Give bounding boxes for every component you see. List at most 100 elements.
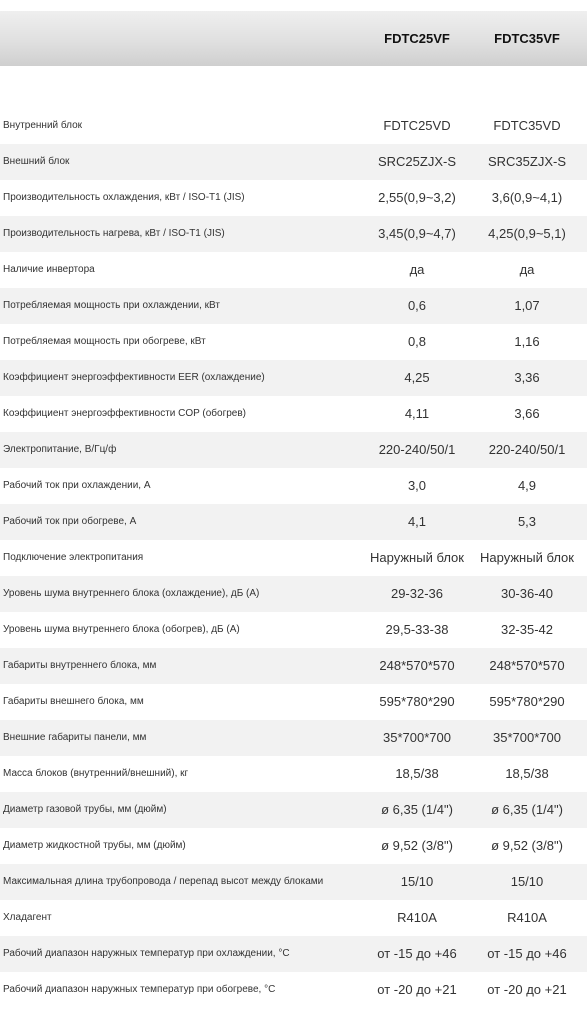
spec-row: Рабочий ток при охлаждении, А 3,0 4,9	[0, 468, 587, 504]
spec-label: Рабочий диапазон наружных температур при…	[3, 984, 276, 995]
spec-row: Диаметр газовой трубы, мм (дюйм) ø 6,35 (…	[0, 792, 587, 828]
spec-label: Коэффициент энергоэффективности EER (охл…	[3, 372, 265, 383]
spec-value-model-1: 2,55(0,9~3,2)	[378, 190, 456, 205]
spec-value-model-1: ø 9,52 (3/8")	[381, 838, 453, 853]
spec-row: Наличие инвертора да да	[0, 252, 587, 288]
spec-value-model-2: ø 6,35 (1/4")	[491, 802, 563, 817]
spec-row: Производительность охлаждения, кВт / ISO…	[0, 180, 587, 216]
spec-value-model-2: ø 9,52 (3/8")	[491, 838, 563, 853]
spec-label: Диаметр газовой трубы, мм (дюйм)	[3, 804, 167, 815]
spec-value-model-1: Наружный блок	[370, 550, 464, 565]
spec-value-model-1: от -15 до +46	[377, 946, 457, 961]
spec-value-model-2: 4,9	[517, 478, 537, 493]
spec-value-model-2: 5,3	[517, 514, 537, 529]
spec-label: Уровень шума внутреннего блока (обогрев)…	[3, 624, 240, 635]
spec-table: Внутренний блок FDTC25VD FDTC35VD Внешний б…	[0, 108, 587, 1008]
spec-value-model-2: 4,25(0,9~5,1)	[488, 226, 566, 241]
spec-label: Хладагент	[3, 912, 52, 923]
spec-table-header: FDTC25VF FDTC35VF	[0, 11, 587, 66]
spec-label: Габариты внутреннего блока, мм	[3, 660, 157, 671]
spec-value-model-2: от -15 до +46	[487, 946, 567, 961]
spec-value-model-1: 4,1	[407, 514, 427, 529]
spec-row: Диаметр жидкостной трубы, мм (дюйм) ø 9,5…	[0, 828, 587, 864]
spec-value-model-2: 248*570*570	[489, 658, 565, 673]
spec-value-model-2: 595*780*290	[489, 694, 565, 709]
spec-value-model-2: да	[519, 262, 535, 277]
spec-value-model-2: SRC35ZJX-S	[487, 154, 567, 169]
spec-label: Коэффициент энергоэффективности COP (обо…	[3, 408, 246, 419]
spec-label: Рабочий диапазон наружных температур при…	[3, 948, 290, 959]
spec-label: Наличие инвертора	[3, 264, 95, 275]
spec-label: Габариты внешнего блока, мм	[3, 696, 144, 707]
spec-value-model-2: 30-36-40	[500, 586, 554, 601]
spec-label: Подключение электропитания	[3, 552, 144, 563]
spec-value-model-2: 1,07	[514, 298, 540, 313]
spec-row: Рабочий диапазон наружных температур при…	[0, 972, 587, 1008]
spec-label: Производительность охлаждения, кВт / ISO…	[3, 192, 245, 203]
spec-value-model-1: 0,6	[407, 298, 427, 313]
spec-label: Производительность нагрева, кВт / ISO-T1…	[3, 228, 225, 239]
spec-value-model-1: да	[409, 262, 425, 277]
spec-value-model-1: R410A	[397, 910, 437, 925]
spec-label: Внутренний блок	[3, 120, 83, 131]
spec-value-model-1: 3,0	[407, 478, 427, 493]
spec-row: Коэффициент энергоэффективности COP (обо…	[0, 396, 587, 432]
spec-label: Рабочий ток при охлаждении, А	[3, 480, 151, 491]
spec-label: Уровень шума внутреннего блока (охлажден…	[3, 588, 260, 599]
spec-row: Производительность нагрева, кВт / ISO-T1…	[0, 216, 587, 252]
spec-row: Внешний блок SRC25ZJX-S SRC35ZJX-S	[0, 144, 587, 180]
spec-value-model-1: 3,45(0,9~4,7)	[378, 226, 456, 241]
spec-row: Коэффициент энергоэффективности EER (охл…	[0, 360, 587, 396]
spec-row: Габариты внутреннего блока, мм 248*570*57…	[0, 648, 587, 684]
spec-value-model-1: 15/10	[400, 874, 434, 889]
spec-row: Электропитание, В/Гц/ф 220-240/50/1 220-24…	[0, 432, 587, 468]
spec-value-model-1: 35*700*700	[383, 730, 451, 745]
spec-label: Рабочий ток при обогреве, А	[3, 516, 137, 527]
spec-value-model-1: 595*780*290	[379, 694, 455, 709]
spec-value-model-2: 32-35-42	[500, 622, 554, 637]
spec-row: Уровень шума внутреннего блока (обогрев)…	[0, 612, 587, 648]
spec-row: Рабочий ток при обогреве, А 4,1 5,3	[0, 504, 587, 540]
spec-row: Потребляемая мощность при обогреве, кВт 0…	[0, 324, 587, 360]
spec-label: Внешний блок	[3, 156, 70, 167]
spec-value-model-2: 18,5/38	[505, 766, 549, 781]
spec-value-model-1: FDTC25VD	[383, 118, 451, 133]
spec-label: Максимальная длина трубопровода / перепа…	[3, 876, 324, 887]
spec-row: Габариты внешнего блока, мм 595*780*290 59…	[0, 684, 587, 720]
spec-row: Рабочий диапазон наружных температур при…	[0, 936, 587, 972]
model-header-2: FDTC35VF	[494, 31, 560, 46]
spec-row: Потребляемая мощность при охлаждении, кВ…	[0, 288, 587, 324]
spec-value-model-2: 1,16	[514, 334, 540, 349]
spec-label: Внешние габариты панели, мм	[3, 732, 147, 743]
spec-value-model-2: 3,6(0,9~4,1)	[491, 190, 563, 205]
spec-value-model-2: 220-240/50/1	[488, 442, 566, 457]
spec-label: Электропитание, В/Гц/ф	[3, 444, 117, 455]
spec-label: Масса блоков (внутренний/внешний), кг	[3, 768, 189, 779]
spec-label: Потребляемая мощность при охлаждении, кВ…	[3, 300, 220, 311]
spec-value-model-2: FDTC35VD	[493, 118, 561, 133]
spec-value-model-2: R410A	[507, 910, 547, 925]
model-header-1: FDTC25VF	[384, 31, 450, 46]
spec-value-model-2: 3,66	[514, 406, 540, 421]
spec-row: Внутренний блок FDTC25VD FDTC35VD	[0, 108, 587, 144]
spec-value-model-1: 29-32-36	[390, 586, 444, 601]
spec-value-model-1: 29,5-33-38	[385, 622, 449, 637]
spec-value-model-2: 35*700*700	[493, 730, 561, 745]
spec-value-model-2: Наружный блок	[480, 550, 574, 565]
spec-value-model-1: 0,8	[407, 334, 427, 349]
spec-label: Диаметр жидкостной трубы, мм (дюйм)	[3, 840, 186, 851]
spec-value-model-1: от -20 до +21	[377, 982, 457, 997]
spec-value-model-1: 4,25	[404, 370, 430, 385]
spec-row: Масса блоков (внутренний/внешний), кг 18,…	[0, 756, 587, 792]
spec-row: Уровень шума внутреннего блока (охлажден…	[0, 576, 587, 612]
spec-value-model-1: 18,5/38	[395, 766, 439, 781]
spec-row: Подключение электропитания Наружный блок Н…	[0, 540, 587, 576]
spec-value-model-1: 248*570*570	[379, 658, 455, 673]
spec-value-model-1: 220-240/50/1	[378, 442, 456, 457]
spec-row: Максимальная длина трубопровода / перепа…	[0, 864, 587, 900]
spec-label: Потребляемая мощность при обогреве, кВт	[3, 336, 206, 347]
spec-row: Хладагент R410A R410A	[0, 900, 587, 936]
spec-value-model-1: 4,11	[404, 406, 430, 421]
spec-value-model-2: 15/10	[510, 874, 544, 889]
spec-value-model-2: 3,36	[514, 370, 540, 385]
